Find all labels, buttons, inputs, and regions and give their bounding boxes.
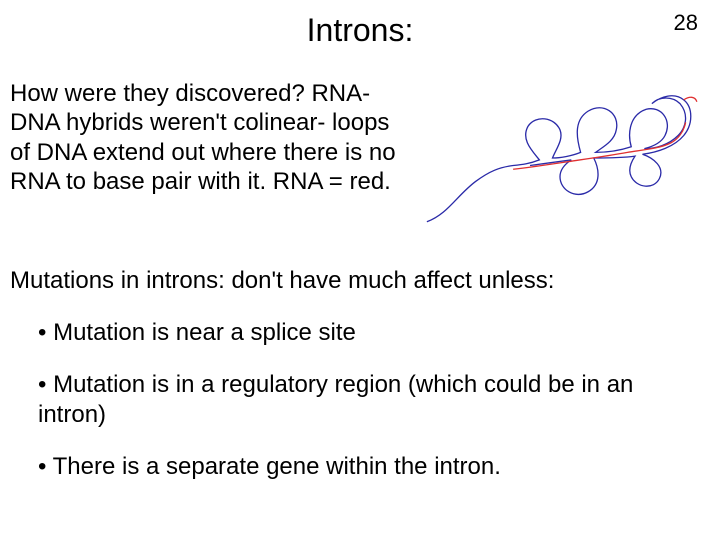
bullet-list: • Mutation is near a splice site • Mutat… bbox=[10, 318, 710, 482]
mutations-heading: Mutations in introns: don't have much af… bbox=[10, 266, 710, 296]
bullet-item: • There is a separate gene within the in… bbox=[38, 452, 678, 482]
diagram-svg bbox=[410, 83, 710, 233]
bullet-item: • Mutation is near a splice site bbox=[38, 318, 678, 348]
discovery-paragraph: How were they discovered? RNA-DNA hybrid… bbox=[10, 79, 400, 196]
rna-dna-hybrid-diagram bbox=[410, 83, 710, 238]
bullet-item: • Mutation is in a regulatory region (wh… bbox=[38, 370, 678, 430]
slide: 28 Introns: How were they discovered? RN… bbox=[0, 0, 720, 540]
slide-title: Introns: bbox=[10, 12, 710, 49]
dna-strand bbox=[427, 96, 691, 222]
top-row: How were they discovered? RNA-DNA hybrid… bbox=[10, 79, 710, 238]
page-number: 28 bbox=[674, 10, 698, 36]
